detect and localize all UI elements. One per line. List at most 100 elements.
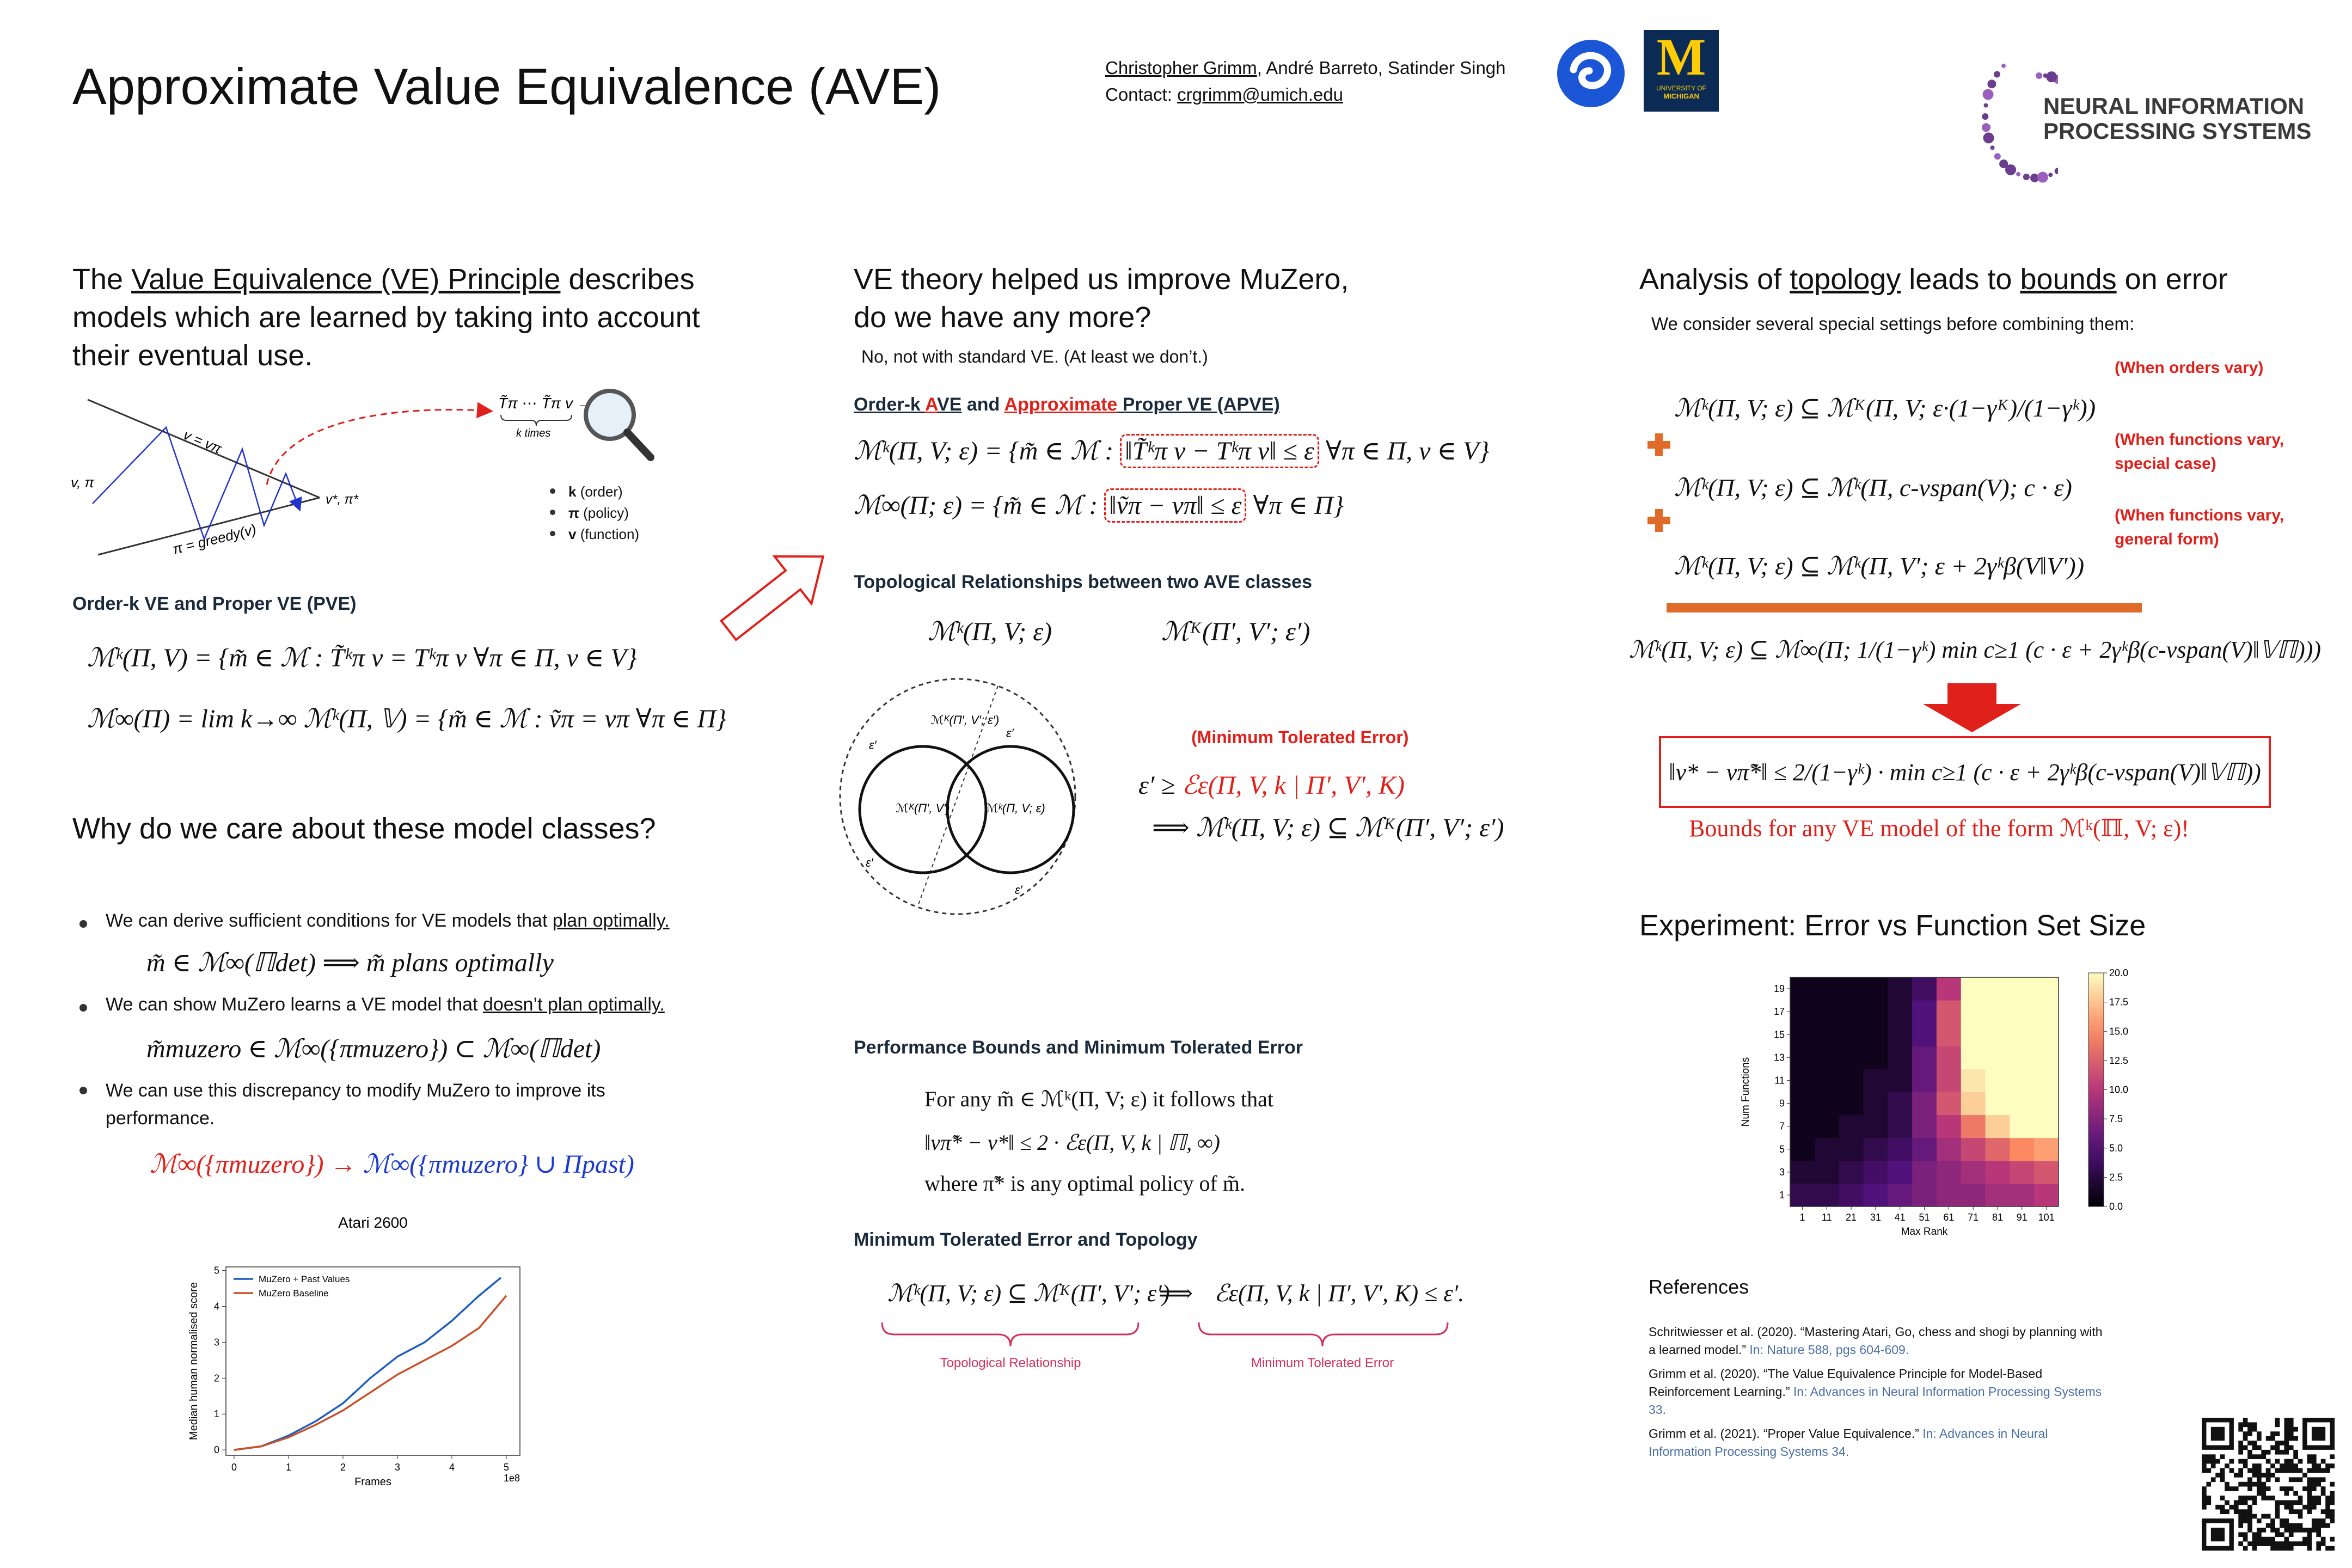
- y-tick-label: 5: [214, 1265, 219, 1276]
- qr-module: [2270, 1518, 2275, 1523]
- heatmap-cell: [1961, 1069, 1986, 1092]
- heatmap-cell: [1839, 1069, 1864, 1092]
- logo-dot: [1999, 159, 2008, 168]
- epsilon-label: ε′: [1015, 883, 1023, 897]
- diagram-label: v = vπ: [181, 426, 224, 457]
- qr-finder: [2210, 1426, 2225, 1441]
- qr-module: [2265, 1449, 2271, 1455]
- qr-module: [2284, 1431, 2289, 1436]
- qr-code: [2202, 1418, 2335, 1551]
- qr-module: [2288, 1523, 2294, 1528]
- diagram-label: v, π: [71, 474, 95, 491]
- x-tick-label: 4: [449, 1462, 455, 1473]
- qr-module: [2293, 1436, 2298, 1441]
- qr-module: [2311, 1459, 2317, 1464]
- qr-module: [2252, 1445, 2257, 1450]
- heatmap-cell: [1814, 1092, 1840, 1116]
- y-tick-label: 9: [1779, 1098, 1785, 1109]
- x-tick-label: 61: [1943, 1212, 1954, 1223]
- section-heading: Minimum Tolerated Error and Topology: [854, 1229, 1198, 1250]
- qr-module: [2330, 1546, 2335, 1551]
- qr-module: [2280, 1486, 2284, 1491]
- qr-module: [2202, 1468, 2207, 1473]
- qr-module: [2284, 1468, 2289, 1473]
- qr-module: [2220, 1509, 2225, 1514]
- qr-module: [2238, 1514, 2244, 1519]
- qr-module: [2293, 1449, 2298, 1455]
- qr-module: [2243, 1445, 2248, 1450]
- equation: ε′ ≥ ℰε(Π, V, k | Π′, V′, K): [1138, 770, 1405, 800]
- qr-module: [2316, 1546, 2322, 1551]
- text: VE: [937, 394, 962, 415]
- qr-module: [2229, 1486, 2234, 1491]
- qr-module: [2220, 1504, 2225, 1510]
- qr-module: [2256, 1436, 2262, 1441]
- x-tick-label: 101: [2038, 1212, 2055, 1223]
- heatmap-cell: [1863, 1160, 1888, 1184]
- qr-module: [2256, 1532, 2262, 1538]
- heatmap-cell: [1912, 1183, 1937, 1207]
- section-heading: Order-k AVE and Approximate Proper VE (A…: [854, 394, 1280, 415]
- heatmap-cell: [1912, 1000, 1937, 1024]
- heatmap-cell: [1985, 1137, 2010, 1161]
- qr-module: [2307, 1504, 2312, 1510]
- email-link[interactable]: crgrimm@umich.edu: [1177, 84, 1343, 105]
- qr-module: [2288, 1426, 2294, 1432]
- qr-module: [2293, 1463, 2298, 1468]
- qr-module: [2210, 1454, 2216, 1460]
- heatmap-cell: [1961, 1092, 1986, 1116]
- qr-module: [2275, 1431, 2280, 1436]
- citation: Grimm et al. (2020). “The Value Equivale…: [1649, 1366, 2043, 1399]
- qr-module: [2261, 1472, 2267, 1478]
- qr-module: [2311, 1504, 2317, 1510]
- qr-module: [2307, 1454, 2312, 1460]
- setting-note: (When functions vary, special case): [2115, 431, 2284, 473]
- qr-module: [2225, 1500, 2230, 1505]
- section-heading: Performance Bounds and Minimum Tolerated…: [854, 1037, 1303, 1058]
- equation: ℳ∞(Π; ε) = {m̃ ∈ ℳ : ‖ṽπ − vπ‖ ≤ ε ∀π ∈ …: [854, 488, 1344, 523]
- qr-module: [2298, 1541, 2303, 1546]
- heatmap-cell: [1814, 1023, 1840, 1046]
- qr-module: [2330, 1491, 2335, 1496]
- qr-finder: [2210, 1527, 2225, 1542]
- qr-module: [2247, 1454, 2252, 1460]
- qr-module: [2284, 1541, 2289, 1546]
- logo-dot: [1982, 123, 1991, 132]
- qr-module: [2265, 1436, 2271, 1441]
- bound-box: ‖v* − vπ̃*‖ ≤ 2/(1−γᵏ) · min c≥1 (c · ε …: [1659, 736, 2271, 808]
- qr-module: [2270, 1523, 2275, 1528]
- text-underlined: Value Equivalence (VE) Principle: [131, 263, 561, 296]
- qr-module: [2238, 1468, 2244, 1473]
- equation: ℳᵏ(Π, V; ε) ⊆ ℳᵏ(Π, c-vspan(V); c · ε): [1674, 474, 2072, 501]
- qr-module: [2320, 1518, 2326, 1523]
- qr-module: [2316, 1532, 2322, 1538]
- qr-module: [2238, 1509, 2244, 1514]
- heatmap-cell: [1912, 977, 1937, 1001]
- symbol: π: [568, 505, 579, 521]
- heatmap-cell: [1985, 1092, 2010, 1116]
- qr-module: [2247, 1514, 2252, 1519]
- logo-dot: [2005, 164, 2017, 175]
- model-arrow: [266, 402, 493, 485]
- qr-module: [2256, 1518, 2262, 1523]
- qr-module: [2233, 1500, 2239, 1505]
- qr-module: [2320, 1459, 2326, 1464]
- heatmap-cell: [2010, 977, 2035, 1001]
- qr-module: [2320, 1491, 2326, 1496]
- qr-module: [2275, 1449, 2280, 1455]
- qr-module: [2229, 1468, 2234, 1473]
- epsilon-label: ε′: [1006, 726, 1014, 740]
- qr-module: [2288, 1527, 2294, 1533]
- set-left: [858, 745, 988, 874]
- set-label: ℳᵏ(Π, V; ε): [985, 801, 1045, 815]
- bounds-text: For any m̃ ∈ ℳᵏ(Π, V; ε) it follows that: [924, 1087, 1273, 1111]
- qr-module: [2243, 1436, 2248, 1441]
- qr-module: [2275, 1509, 2280, 1514]
- outer-set: [839, 678, 1076, 915]
- heatmap-cell: [2010, 1000, 2035, 1024]
- x-tick-label: 1: [1799, 1212, 1805, 1223]
- equation-part: ℳᵏ(Π, V; ε) = {m̃ ∈ ℳ :: [854, 437, 1120, 465]
- x-tick-label: 21: [1846, 1212, 1857, 1223]
- qr-module: [2243, 1536, 2248, 1542]
- qr-module: [2275, 1441, 2280, 1445]
